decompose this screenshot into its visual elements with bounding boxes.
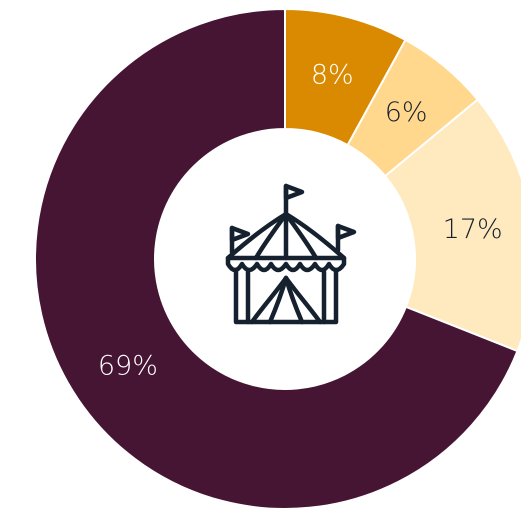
slice-label-1: 8% (311, 59, 354, 90)
donut-slices (34, 7, 521, 510)
slice-label-2: 6% (385, 97, 428, 128)
slice-label-3: 17% (443, 214, 503, 245)
donut-slice-3 (383, 98, 521, 353)
slice-label-4: 69% (98, 350, 158, 381)
circus-tent-icon (225, 183, 357, 325)
slice-labels: 8% 6% 17% 69% (98, 59, 503, 381)
